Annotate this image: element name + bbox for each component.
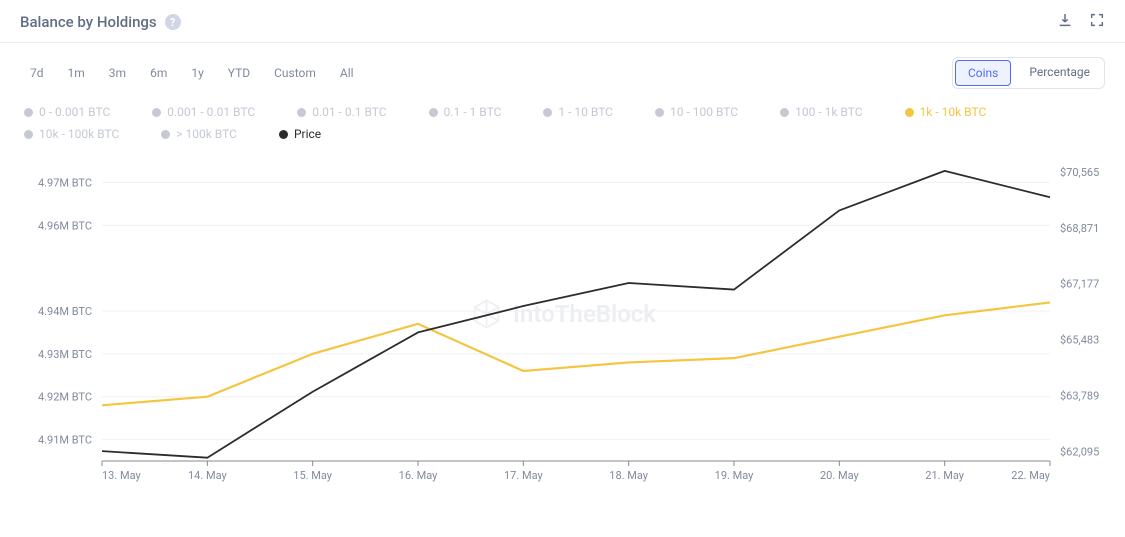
legend-item[interactable]: 1 - 10 BTC (543, 105, 613, 119)
legend-label: 0.01 - 0.1 BTC (312, 105, 386, 119)
line-chart: IntoTheBlock 4.91M BTC4.92M BTC4.93M BTC… (20, 151, 1105, 491)
range-button-3m[interactable]: 3m (99, 62, 136, 84)
legend-item[interactable]: 0.1 - 1 BTC (429, 105, 502, 119)
chart-controls: 7d1m3m6m1yYTDCustomAll Coins Percentage (0, 43, 1125, 99)
download-icon[interactable] (1057, 12, 1073, 32)
legend-label: 0 - 0.001 BTC (39, 105, 110, 119)
legend-label: Price (294, 127, 321, 141)
legend-label: 10k - 100k BTC (39, 127, 119, 141)
legend-dot-icon (279, 130, 288, 139)
svg-text:22. May: 22. May (1011, 469, 1050, 482)
chart-header: Balance by Holdings ? (0, 0, 1125, 43)
range-button-ytd[interactable]: YTD (218, 62, 260, 84)
svg-text:4.96M BTC: 4.96M BTC (38, 219, 92, 232)
legend-item[interactable]: 0.01 - 0.1 BTC (297, 105, 386, 119)
legend-item[interactable]: 0.001 - 0.01 BTC (152, 105, 255, 119)
range-button-all[interactable]: All (330, 62, 364, 84)
legend-label: 100 - 1k BTC (795, 105, 862, 119)
range-button-7d[interactable]: 7d (20, 62, 54, 84)
chart-legend: 0 - 0.001 BTC 0.001 - 0.01 BTC 0.01 - 0.1 … (0, 99, 1125, 151)
legend-item[interactable]: 0 - 0.001 BTC (24, 105, 110, 119)
svg-text:19. May: 19. May (715, 469, 754, 482)
svg-text:4.91M BTC: 4.91M BTC (38, 434, 92, 447)
legend-dot-icon (905, 108, 914, 117)
svg-text:20. May: 20. May (820, 469, 859, 482)
range-button-6m[interactable]: 6m (140, 62, 177, 84)
view-toggle: Coins Percentage (952, 57, 1105, 89)
svg-text:13. May: 13. May (102, 469, 141, 482)
legend-label: 0.1 - 1 BTC (444, 105, 502, 119)
legend-label: 1k - 10k BTC (920, 105, 987, 119)
legend-dot-icon (152, 108, 161, 117)
svg-text:14. May: 14. May (188, 469, 227, 482)
svg-text:4.97M BTC: 4.97M BTC (38, 176, 92, 189)
view-percentage-button[interactable]: Percentage (1017, 60, 1102, 86)
svg-text:4.94M BTC: 4.94M BTC (38, 305, 92, 318)
svg-text:$63,789: $63,789 (1060, 389, 1099, 402)
legend-dot-icon (24, 130, 33, 139)
legend-dot-icon (24, 108, 33, 117)
svg-text:17. May: 17. May (504, 469, 543, 482)
svg-text:21. May: 21. May (925, 469, 964, 482)
legend-label: 10 - 100 BTC (670, 105, 738, 119)
svg-text:$67,177: $67,177 (1060, 278, 1099, 291)
view-coins-button[interactable]: Coins (955, 60, 1011, 86)
svg-text:15. May: 15. May (293, 469, 332, 482)
legend-dot-icon (429, 108, 438, 117)
svg-text:18. May: 18. May (609, 469, 648, 482)
legend-label: > 100k BTC (176, 127, 237, 141)
legend-dot-icon (543, 108, 552, 117)
legend-item[interactable]: > 100k BTC (161, 127, 237, 141)
help-icon[interactable]: ? (165, 14, 181, 30)
legend-item[interactable]: Price (279, 127, 321, 141)
svg-text:$62,095: $62,095 (1060, 445, 1099, 458)
svg-text:$70,565: $70,565 (1060, 166, 1099, 179)
legend-dot-icon (161, 130, 170, 139)
legend-label: 1 - 10 BTC (558, 105, 613, 119)
legend-item[interactable]: 10 - 100 BTC (655, 105, 738, 119)
range-button-custom[interactable]: Custom (264, 62, 326, 84)
chart-svg: 4.91M BTC 4.92M BTC 4.93M BTC 4.94M BTC 4.96… (20, 151, 1105, 491)
range-button-1m[interactable]: 1m (58, 62, 95, 84)
legend-dot-icon (655, 108, 664, 117)
legend-label: 0.001 - 0.01 BTC (167, 105, 255, 119)
legend-item[interactable]: 100 - 1k BTC (780, 105, 862, 119)
svg-text:4.93M BTC: 4.93M BTC (38, 348, 92, 361)
legend-dot-icon (297, 108, 306, 117)
svg-text:$65,483: $65,483 (1060, 334, 1099, 347)
chart-title: Balance by Holdings (20, 13, 157, 31)
time-range-group: 7d1m3m6m1yYTDCustomAll (20, 62, 364, 84)
legend-item[interactable]: 1k - 10k BTC (905, 105, 987, 119)
legend-item[interactable]: 10k - 100k BTC (24, 127, 119, 141)
legend-dot-icon (780, 108, 789, 117)
svg-text:4.92M BTC: 4.92M BTC (38, 391, 92, 404)
expand-icon[interactable] (1089, 12, 1105, 32)
svg-text:16. May: 16. May (399, 469, 438, 482)
range-button-1y[interactable]: 1y (181, 62, 213, 84)
svg-text:$68,871: $68,871 (1060, 222, 1099, 235)
